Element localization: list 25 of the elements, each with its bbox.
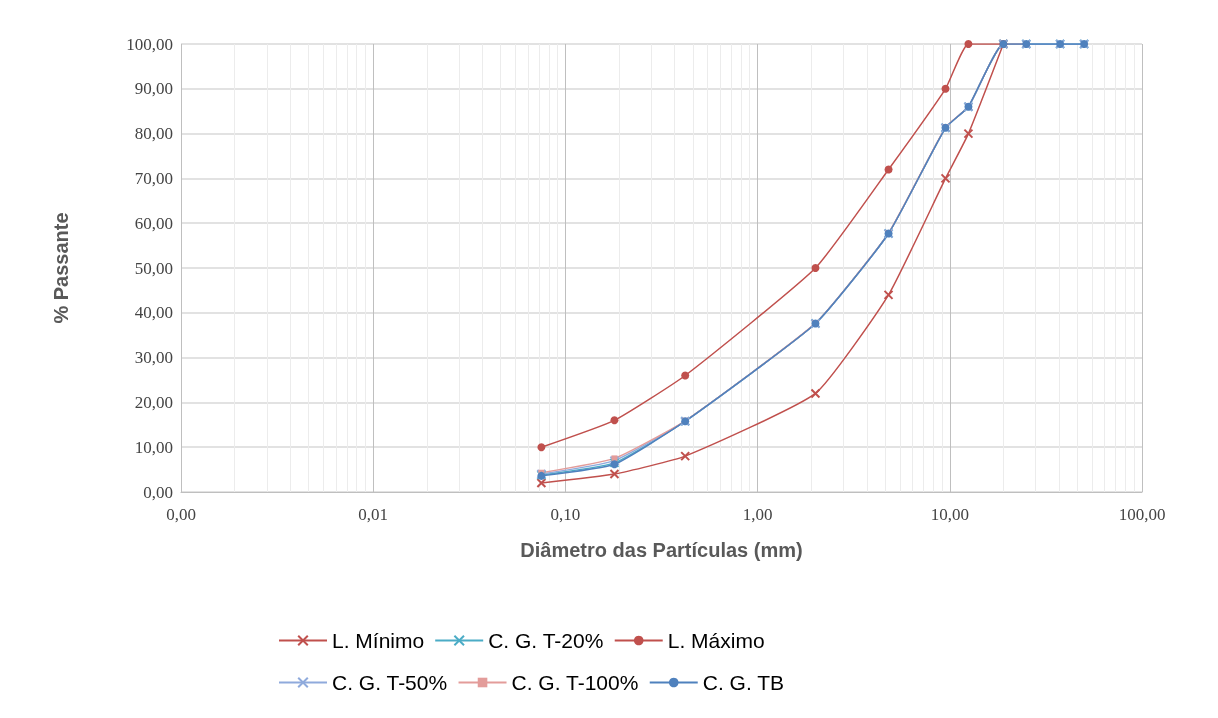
y-tick-label: 30,00 (134, 348, 173, 368)
x-tick-label: 0,01 (358, 505, 389, 524)
y-tick-label: 90,00 (134, 79, 173, 99)
x-tick-label: 0,00 (166, 505, 196, 524)
legend-label: C. G. T-50% (332, 671, 448, 694)
y-tick-label: 20,00 (134, 392, 173, 412)
legend-label: L. Máximo (667, 629, 765, 652)
legend-label: C. G. T-100% (511, 671, 639, 694)
y-tick-label: 10,00 (134, 437, 173, 457)
y-tick-label: 40,00 (134, 303, 173, 323)
legend-label: L. Mínimo (332, 629, 425, 652)
x-tick-label: 0,10 (550, 505, 581, 524)
x-tick-label: 1,00 (742, 505, 773, 524)
y-tick-label: 80,00 (134, 124, 173, 144)
y-tick-label: 100,00 (126, 34, 173, 54)
x-tick-label: 100,00 (1118, 505, 1166, 524)
legend-label: C. G. TB (702, 671, 785, 694)
y-tick-label: 50,00 (134, 258, 173, 278)
legend-label: C. G. T-20% (488, 629, 604, 652)
y-tick-label: 60,00 (134, 213, 173, 233)
y-axis-title: % Passante (50, 212, 72, 324)
y-tick-label: 0,00 (143, 482, 173, 502)
x-axis-title: Diâmetro das Partículas (mm) (520, 539, 803, 561)
x-tick-label: 10,00 (930, 505, 969, 524)
y-tick-label: 70,00 (134, 168, 173, 188)
